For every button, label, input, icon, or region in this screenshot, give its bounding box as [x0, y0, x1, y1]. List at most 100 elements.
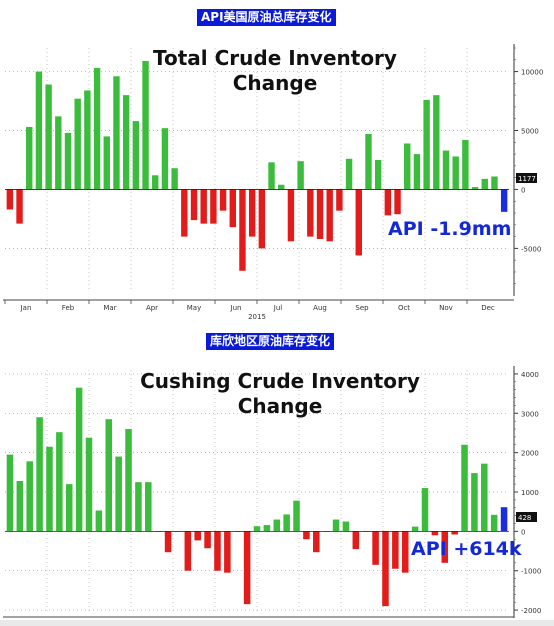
draw-bar	[229, 189, 236, 228]
build-bar	[471, 473, 478, 532]
bottom-strip	[0, 620, 554, 626]
build-bar	[433, 95, 440, 190]
draw-bar	[303, 531, 310, 540]
build-bar	[46, 446, 53, 532]
build-bar	[55, 116, 62, 190]
chart1-banner: API美国原油总库存变化	[197, 9, 336, 26]
chart2-api-annotation: API +614k	[411, 538, 522, 560]
y-tick-label: -5000	[521, 245, 541, 253]
x-tick-label: May	[187, 304, 201, 312]
y-tick-label: -1000	[521, 568, 541, 576]
build-bar	[75, 387, 83, 532]
x-tick-label: Nov	[439, 304, 453, 312]
y-tick-label: 0	[521, 528, 525, 536]
build-bar	[345, 158, 353, 190]
draw-bar	[372, 531, 379, 565]
build-bar	[297, 161, 304, 190]
draw-bar	[239, 189, 246, 271]
build-bar	[142, 60, 149, 190]
build-bar	[365, 134, 372, 190]
x-tick-label: Jan	[20, 304, 32, 312]
build-bar	[491, 176, 498, 190]
build-bar	[481, 178, 488, 190]
draw-bar	[394, 189, 401, 215]
y-tick-label: 2000	[521, 450, 539, 458]
chart2-title: Cushing Crude Inventory Change	[120, 369, 440, 419]
build-bar	[462, 139, 469, 190]
draw-bar	[210, 189, 217, 224]
build-bar	[283, 514, 290, 532]
draw-bar	[243, 531, 251, 605]
draw-bar	[248, 189, 256, 237]
build-bar	[85, 437, 93, 532]
build-bar	[84, 90, 91, 190]
build-bar	[45, 84, 52, 190]
draw-bar	[384, 189, 392, 216]
build-bar	[293, 500, 300, 532]
build-bar	[374, 159, 382, 190]
last-value-tag-text: 428	[518, 514, 531, 522]
draw-bar	[219, 189, 227, 211]
build-bar	[132, 121, 140, 190]
x-tick-label: Mar	[103, 304, 116, 312]
y-tick-label: 4000	[521, 371, 539, 379]
x-tick-label: Oct	[398, 304, 410, 312]
build-bar	[122, 95, 130, 190]
draw-bar	[316, 189, 324, 239]
build-bar	[152, 175, 159, 190]
draw-bar	[441, 531, 449, 563]
build-bar	[404, 143, 411, 190]
chart2-banner: 库欣地区原油库存变化	[206, 333, 335, 350]
x-tick-label: Aug	[313, 304, 327, 312]
chart1-title: Total Crude Inventory Change	[135, 46, 415, 96]
build-bar	[268, 162, 275, 190]
draw-bar	[16, 189, 23, 224]
build-bar	[26, 126, 33, 190]
build-bar	[273, 519, 281, 532]
draw-bar	[326, 189, 333, 242]
build-bar	[332, 519, 340, 532]
draw-bar	[336, 189, 343, 211]
build-bar	[161, 128, 169, 190]
build-bar	[253, 526, 261, 532]
build-bar	[64, 132, 72, 190]
chart1-title-line2: Change	[232, 71, 318, 95]
build-bar	[481, 463, 488, 532]
build-bar	[145, 482, 152, 532]
x-tick-label: Jul	[273, 304, 283, 312]
build-bar	[411, 526, 419, 532]
draw-bar	[431, 531, 439, 536]
draw-bar	[287, 189, 295, 242]
build-bar	[461, 444, 468, 532]
draw-bar	[307, 189, 314, 237]
build-bar	[125, 429, 132, 532]
last-value-tag	[516, 512, 537, 522]
build-bar	[471, 187, 479, 190]
y-tick-label: 0	[521, 186, 525, 194]
build-bar	[171, 168, 178, 190]
build-bar	[16, 480, 24, 532]
draw-bar	[214, 531, 221, 571]
x-tick-label: Feb	[62, 304, 75, 312]
build-bar	[74, 98, 81, 190]
draw-bar	[392, 531, 399, 569]
draw-bar	[200, 189, 207, 224]
draw-bar	[224, 531, 231, 573]
y-tick-label: 1000	[521, 489, 539, 497]
build-bar	[105, 419, 113, 532]
build-bar	[36, 417, 43, 532]
build-bar	[26, 461, 33, 532]
build-bar	[490, 514, 498, 532]
build-bar	[56, 432, 63, 532]
latest-bar	[500, 189, 508, 212]
draw-bar	[194, 531, 201, 541]
draw-bar	[6, 189, 14, 210]
build-bar	[103, 136, 110, 190]
y-tick-label: 10000	[521, 69, 543, 77]
build-bar	[413, 154, 421, 190]
draw-bar	[451, 531, 458, 535]
build-bar	[423, 99, 430, 190]
chart1-api-annotation: API -1.9mm	[388, 218, 512, 240]
build-bar	[93, 68, 101, 190]
build-bar	[115, 456, 122, 532]
